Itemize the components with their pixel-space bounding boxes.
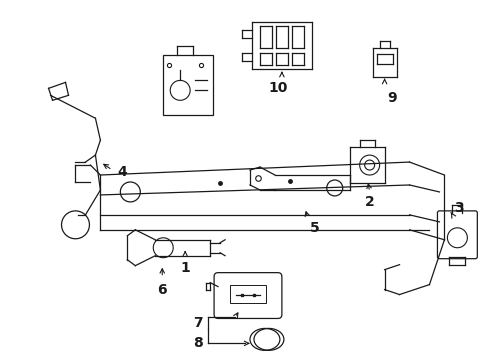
Bar <box>163 55 213 115</box>
Text: 3: 3 <box>454 201 463 215</box>
Bar <box>229 285 265 302</box>
Text: 8: 8 <box>193 336 203 350</box>
Text: 7: 7 <box>193 316 203 330</box>
Text: 2: 2 <box>364 195 374 209</box>
Text: 4: 4 <box>117 165 127 179</box>
Text: 9: 9 <box>386 91 396 105</box>
Text: 10: 10 <box>268 81 287 95</box>
Text: 5: 5 <box>309 221 319 235</box>
Text: 6: 6 <box>157 283 167 297</box>
Text: 1: 1 <box>180 261 190 275</box>
